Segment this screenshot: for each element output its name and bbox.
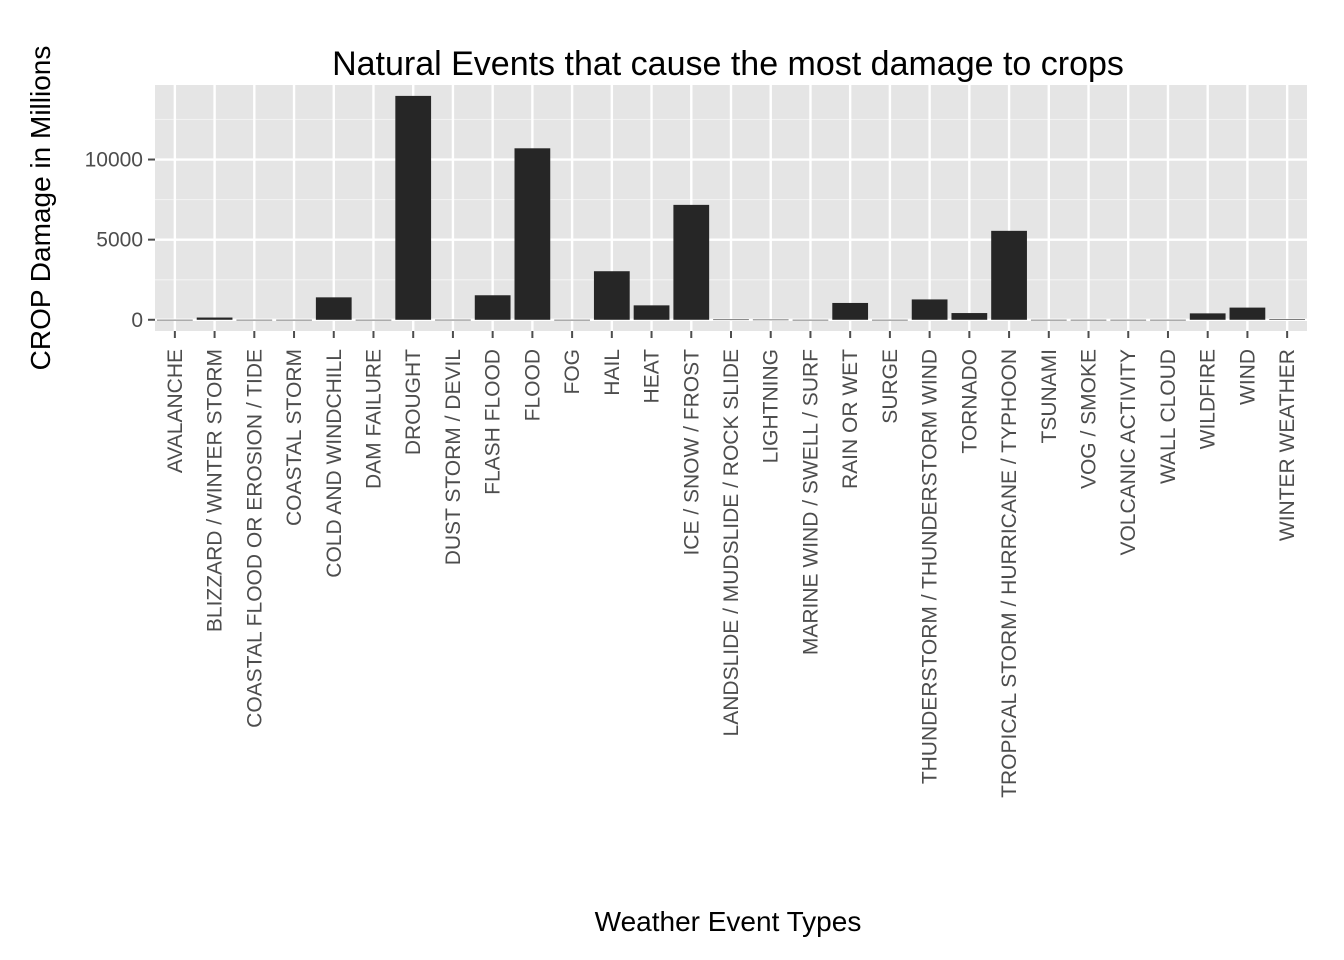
x-tick-label: COLD AND WINDCHILL	[323, 349, 346, 578]
x-tick-label: ICE / SNOW / FROST	[680, 349, 703, 556]
chart-title: Natural Events that cause the most damag…	[332, 45, 1124, 83]
x-tick-label: WIND	[1236, 349, 1259, 405]
bar	[514, 148, 551, 320]
bar	[872, 319, 908, 321]
x-tick-label: AVALANCHE	[164, 349, 187, 473]
bar	[355, 319, 392, 321]
bar	[713, 319, 749, 321]
x-tick-label: LANDSLIDE / MUDSLIDE / ROCK SLIDE	[720, 349, 743, 736]
bar	[474, 295, 511, 320]
x-tick-label: HAIL	[601, 349, 624, 396]
bar	[1189, 313, 1226, 320]
x-tick-label: WINTER WEATHER	[1276, 349, 1299, 541]
bar	[792, 319, 829, 321]
x-tick-label: WALL CLOUD	[1157, 349, 1180, 484]
x-axis-title: Weather Event Types	[595, 906, 862, 937]
bar	[633, 305, 670, 320]
x-tick-label: RAIN OR WET	[839, 349, 862, 489]
bar	[435, 319, 471, 321]
x-tick-label: LIGHTNING	[760, 349, 783, 463]
bar	[315, 297, 352, 320]
x-tick-label: TROPICAL STORM / HURRICANE / TYPHOON	[998, 349, 1021, 798]
bar	[236, 319, 273, 321]
bar	[1070, 319, 1107, 321]
x-tick-label: BLIZZARD / WINTER STORM	[204, 349, 227, 632]
x-tick-label: COASTAL FLOOD OR EROSION / TIDE	[243, 349, 266, 728]
bar	[1030, 319, 1067, 321]
x-tick-label: TSUNAMI	[1038, 349, 1061, 444]
y-tick-label: 0	[131, 309, 143, 332]
x-tick-label: MARINE WIND / SWELL / SURF	[799, 349, 822, 655]
y-axis-title: CROP Damage in Millions	[25, 46, 56, 371]
x-axis-ticks: AVALANCHE BLIZZARD / WINTER STORM COASTAL …	[164, 331, 1299, 798]
bar	[593, 271, 630, 320]
x-tick-label: SURGE	[879, 349, 902, 424]
bar	[156, 319, 193, 321]
bars	[156, 95, 1306, 321]
x-tick-label: WILDFIRE	[1197, 349, 1220, 449]
bar	[752, 319, 789, 321]
x-tick-label: FOG	[561, 349, 584, 395]
x-tick-label: HEAT	[641, 349, 664, 404]
bar	[832, 302, 869, 320]
x-tick-label: TORNADO	[958, 349, 981, 454]
x-tick-label: DUST STORM / DEVIL	[442, 349, 465, 565]
bar	[991, 230, 1027, 320]
bar	[395, 95, 432, 320]
bar	[951, 313, 988, 320]
x-tick-label: FLOOD	[521, 349, 544, 421]
bar	[1229, 307, 1266, 320]
x-tick-label: FLASH FLOOD	[482, 349, 505, 495]
y-tick-label: 5000	[96, 229, 143, 252]
x-tick-label: COASTAL STORM	[283, 349, 306, 526]
x-tick-label: DROUGHT	[402, 349, 425, 455]
x-tick-label: THUNDERSTORM / THUNDERSTORM WIND	[919, 349, 942, 784]
y-tick-label: 10000	[85, 149, 143, 172]
y-axis-ticks: 0 5000 10000	[85, 149, 155, 332]
x-tick-label: VOLCANIC ACTIVITY	[1117, 349, 1140, 556]
bar	[911, 299, 948, 320]
bar	[554, 319, 590, 321]
x-tick-label: VOG / SMOKE	[1078, 349, 1101, 489]
bar	[1110, 319, 1147, 321]
bar	[673, 204, 710, 320]
x-tick-label: DAM FAILURE	[362, 349, 385, 489]
bar	[276, 319, 312, 321]
bar	[196, 317, 233, 320]
bar	[1269, 319, 1306, 320]
bar	[1150, 319, 1186, 321]
